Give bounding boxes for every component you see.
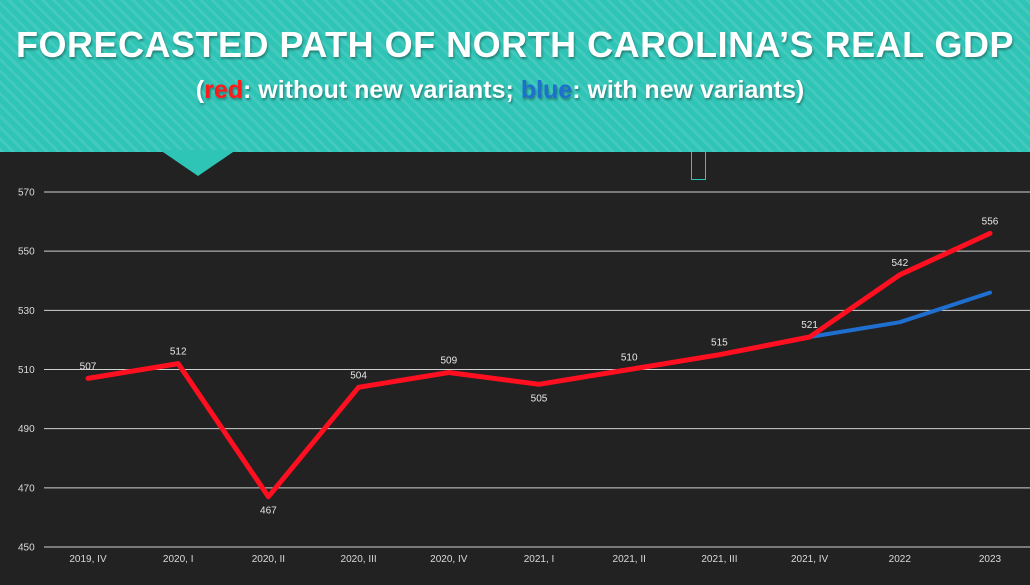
gdp-line-chart: 450 470 490 510 530 550 570 2019, IV 2020, I 2020… [18,188,1030,565]
y-tick-label-570: 570 [18,188,35,199]
data-label-10: 556 [982,216,999,227]
data-label-9: 542 [891,258,908,269]
subtitle-close: : with new variants) [572,76,805,104]
data-label-5: 505 [531,393,548,404]
y-tick-label-490: 490 [18,424,35,435]
x-tick-label-10: 2023 [979,554,1002,565]
x-tick-label-0: 2019, IV [69,554,107,565]
subtitle-open: ( [195,76,205,104]
data-label-6: 510 [621,353,638,364]
x-tick-label-7: 2021, III [701,554,737,565]
data-label-8: 521 [801,320,818,331]
x-tick-label-5: 2021, I [524,554,555,565]
x-tick-label-2: 2020, II [252,554,285,565]
x-tick-label-3: 2020, III [341,554,377,565]
data-label-2: 467 [260,506,277,517]
y-tick-label-450: 450 [18,543,35,554]
slide-placeholder-box [691,152,706,180]
page-title: FORECASTED PATH OF NORTH CAROLINA’S REAL… [15,24,1015,65]
subtitle-blue-keyword: blue [520,76,573,104]
title-banner [0,0,1030,152]
data-label-1: 512 [170,347,187,358]
subtitle-red-keyword: red [204,76,244,104]
y-tick-label-530: 530 [18,306,35,317]
y-tick-label-470: 470 [18,483,35,494]
data-label-7: 515 [711,338,728,349]
x-tick-label-4: 2020, IV [430,554,468,565]
series-line-0 [85,230,993,500]
data-label-4: 509 [440,355,457,366]
subtitle-middle: : without new variants; [243,76,521,104]
data-label-0: 507 [80,361,97,372]
data-label-3: 504 [350,370,367,381]
series-line-1 [807,290,992,339]
x-tick-label-9: 2022 [889,554,912,565]
y-tick-label-510: 510 [18,365,35,376]
x-tick-label-8: 2021, IV [791,554,829,565]
y-tick-label-550: 550 [18,247,35,258]
x-tick-label-1: 2020, I [163,554,194,565]
banner-notch [160,150,236,176]
page-subtitle: (red: without new variants; blue: with n… [0,76,1000,105]
x-tick-label-6: 2021, II [613,554,646,565]
